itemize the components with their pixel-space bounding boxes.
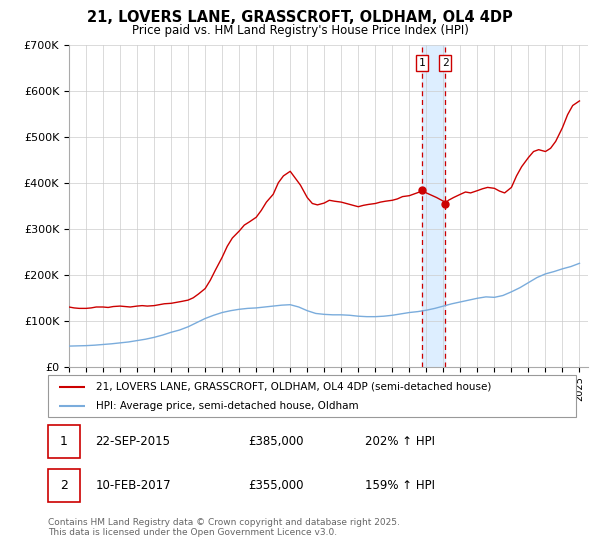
Text: 202% ↑ HPI: 202% ↑ HPI — [365, 435, 435, 449]
Text: 21, LOVERS LANE, GRASSCROFT, OLDHAM, OL4 4DP (semi-detached house): 21, LOVERS LANE, GRASSCROFT, OLDHAM, OL4… — [95, 381, 491, 391]
Text: 159% ↑ HPI: 159% ↑ HPI — [365, 479, 435, 492]
Text: Contains HM Land Registry data © Crown copyright and database right 2025.
This d: Contains HM Land Registry data © Crown c… — [48, 518, 400, 538]
Text: £385,000: £385,000 — [248, 435, 304, 449]
Text: HPI: Average price, semi-detached house, Oldham: HPI: Average price, semi-detached house,… — [95, 401, 358, 411]
Text: Price paid vs. HM Land Registry's House Price Index (HPI): Price paid vs. HM Land Registry's House … — [131, 24, 469, 36]
Bar — [422, 45, 445, 367]
Text: 10-FEB-2017: 10-FEB-2017 — [95, 479, 171, 492]
Text: 2: 2 — [442, 58, 449, 68]
Text: 22-SEP-2015: 22-SEP-2015 — [95, 435, 170, 449]
Text: 1: 1 — [418, 58, 425, 68]
Bar — [48, 426, 80, 459]
Text: 2: 2 — [60, 479, 68, 492]
Bar — [48, 469, 80, 502]
Text: £355,000: £355,000 — [248, 479, 304, 492]
Text: 1: 1 — [60, 435, 68, 449]
Text: 21, LOVERS LANE, GRASSCROFT, OLDHAM, OL4 4DP: 21, LOVERS LANE, GRASSCROFT, OLDHAM, OL4… — [87, 10, 513, 25]
